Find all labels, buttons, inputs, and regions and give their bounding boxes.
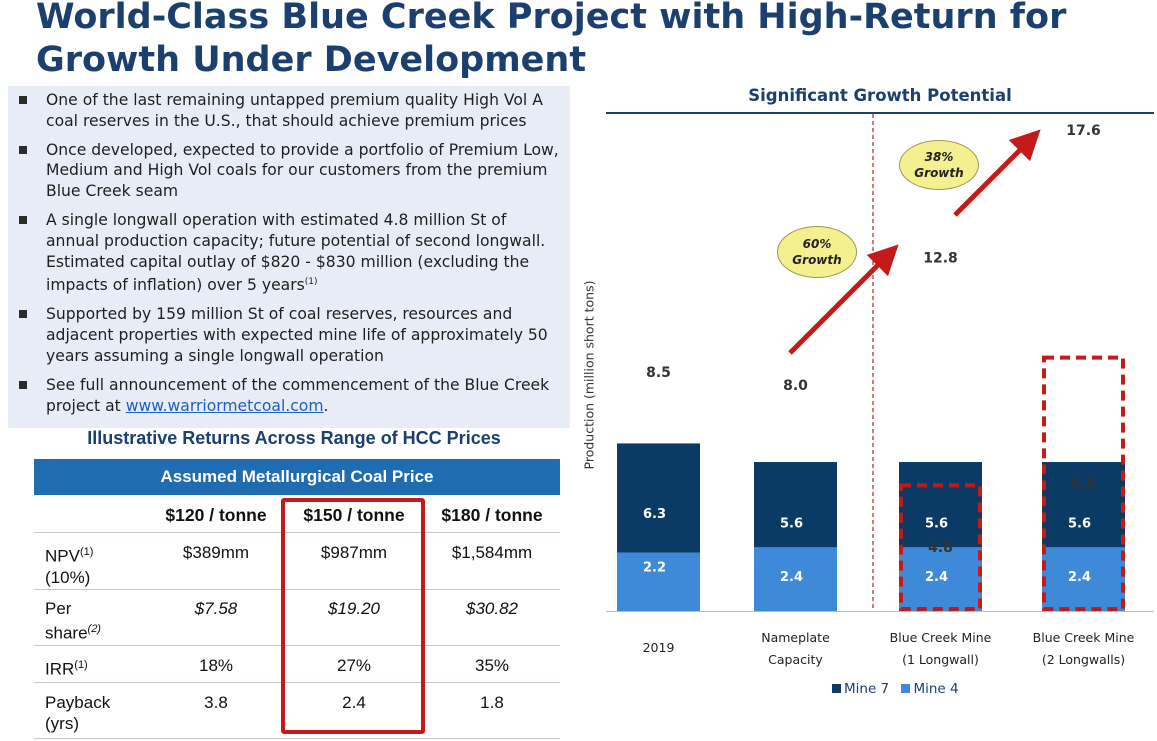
bullet-text: One of the last remaining untapped premi… [46, 91, 543, 130]
column-header: $120 / tonne [165, 505, 267, 525]
bullet-item: A single longwall operation with estimat… [14, 210, 562, 296]
bar-segment-mine-4 [899, 547, 982, 611]
bullet-item: Once developed, expected to provide a po… [14, 140, 562, 202]
growth-bubble-38: 38% Growth [899, 140, 979, 190]
x-tick-label: Capacity [768, 652, 823, 667]
footnote-marker: (1) [74, 659, 88, 671]
bar-value-label: 9.6 [1071, 476, 1096, 492]
bullet-square-icon [19, 215, 27, 224]
row-label: IRR(1) [45, 655, 145, 680]
legend-swatch-mine-7 [832, 684, 841, 693]
row-label-text: NPV [45, 546, 80, 566]
bar-dashed-segment [899, 483, 982, 612]
table-cell: $7.58 [194, 599, 238, 618]
table-cell: 2.4 [342, 693, 366, 712]
column-header: $150 / tonne [303, 505, 405, 525]
bar-segment-mine-4 [617, 552, 700, 611]
table-cell: 35% [474, 656, 510, 675]
table-cell: 18% [198, 656, 234, 675]
row-divider [34, 532, 560, 533]
bar-value-label: 5.6 [1068, 517, 1091, 532]
growth-arrow-2 [953, 129, 1041, 217]
bullet-text: Once developed, expected to provide a po… [46, 140, 559, 201]
bullet-text: Supported by 159 million St of coal rese… [46, 305, 548, 365]
x-tick-label: Blue Creek Mine [1033, 630, 1135, 645]
table-header-banner: Assumed Metallurgical Coal Price [34, 459, 560, 495]
bar-segment-mine-4 [1042, 547, 1125, 611]
bullet-text: See full announcement of the commencemen… [46, 375, 550, 415]
page-title: World-Class Blue Creek Project with High… [36, 0, 1067, 80]
x-tick-label: (2 Longwalls) [1042, 652, 1125, 667]
row-divider [34, 682, 560, 683]
x-tick-label: Blue Creek Mine [890, 630, 992, 645]
bullet-square-icon [19, 380, 27, 389]
bar-total-label: 8.0 [783, 378, 808, 394]
chart-legend: Mine 7 Mine 4 [832, 681, 959, 697]
table-cell: 1.8 [480, 693, 504, 712]
row-label-text: IRR [45, 659, 75, 679]
chart-title: Significant Growth Potential [748, 86, 1012, 105]
table-cell: $389mm [182, 543, 250, 562]
table-cell: $30.82 [466, 599, 518, 618]
table-title: Illustrative Returns Across Range of HCC… [87, 428, 501, 448]
table-cell: 3.8 [204, 693, 228, 712]
bullet-item: See full announcement of the commencemen… [14, 375, 562, 417]
bullet-square-icon [19, 310, 27, 319]
x-tick-label: Nameplate [761, 630, 830, 645]
footnote-marker: (1) [79, 546, 94, 558]
bar-total-label: 17.6 [1066, 123, 1101, 139]
bar-value-label: 6.3 [643, 507, 666, 522]
bar-value-label: 2.4 [1068, 570, 1091, 585]
row-label-text: Per [45, 599, 72, 618]
row-label-text: share [45, 623, 88, 643]
footnote-marker: (2) [87, 623, 101, 635]
legend-label-mine-7: Mine 7 [844, 681, 890, 697]
bar-value-label: 4.8 [928, 540, 953, 556]
table-header-underline [34, 495, 560, 498]
row-divider [34, 645, 560, 646]
bullet-item: Supported by 159 million St of coal rese… [14, 304, 562, 366]
bar-value-label: 2.4 [780, 570, 803, 585]
bullet-item: One of the last remaining untapped premi… [14, 90, 562, 132]
chart-title-underline [606, 112, 1154, 114]
bar-total-label: 8.5 [646, 365, 671, 381]
table-cell: $19.20 [328, 599, 380, 618]
bullet-square-icon [19, 96, 27, 104]
bullet-text-end: . [323, 396, 329, 415]
bar-value-label: 5.6 [780, 517, 803, 532]
row-label-text: (10%) [45, 567, 91, 587]
row-label: Payback (yrs) [45, 692, 145, 734]
table-cell: $1,584mm [451, 543, 533, 562]
column-header: $180 / tonne [441, 505, 543, 525]
legend-swatch-mine-4 [901, 684, 911, 693]
growth-bubble-60: 60% Growth [777, 226, 857, 278]
x-tick-label: (1 Longwall) [902, 652, 979, 667]
bullet-list: One of the last remaining untapped premi… [8, 86, 570, 428]
bar-value-label: 2.4 [925, 570, 948, 585]
row-label-text: Payback [45, 693, 111, 712]
table-cell: $987mm [320, 543, 388, 562]
highlight-box-150 [281, 498, 425, 734]
bar-dashed-segment [1042, 355, 1125, 612]
bullet-square-icon [19, 145, 27, 154]
x-tick-label: 2019 [643, 640, 675, 655]
row-label-text: (yrs) [45, 714, 79, 733]
legend-label-mine-4: Mine 4 [913, 681, 959, 697]
bar-total-label: 12.8 [923, 251, 958, 267]
bullet-text: A single longwall operation with estimat… [46, 210, 546, 295]
bar-value-label: 5.6 [925, 517, 948, 532]
row-label: NPV(1) (10%) [45, 542, 145, 588]
footnote-marker: (1) [304, 277, 318, 288]
row-divider [34, 738, 560, 739]
growth-arrow-1 [788, 244, 899, 355]
row-label: Per share(2) [45, 598, 145, 644]
bar-segment-mine-4 [754, 547, 837, 611]
bar-value-label: 2.2 [643, 560, 666, 575]
table-cell: 27% [336, 656, 372, 675]
row-divider [34, 589, 560, 590]
website-link[interactable]: www.warriormetcoal.com [125, 396, 324, 415]
